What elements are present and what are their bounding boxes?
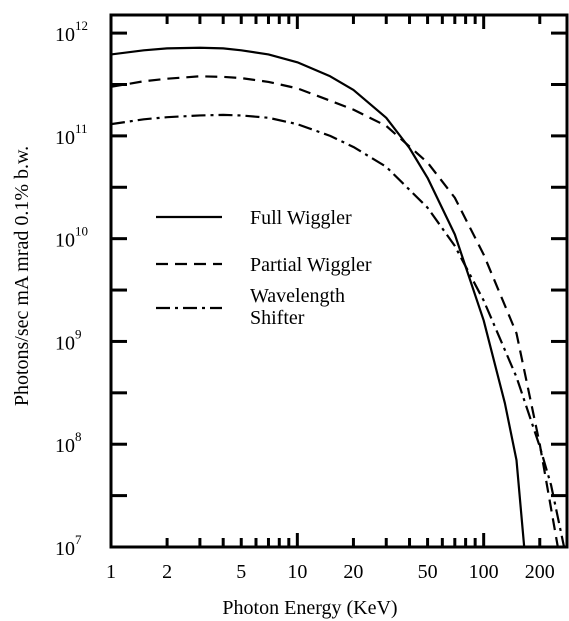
y-tick-labels: 107 108 109 1010 1011 1012 [55,18,88,560]
y-tick-label: 108 [55,429,82,457]
series-line-2 [111,75,559,547]
legend-label-1: Full Wiggler [250,207,352,229]
legend-label-2: Partial Wiggler [250,254,372,276]
y-tick-label: 107 [55,532,82,560]
x-tick-label: 2 [162,561,172,583]
x-tick-label: 200 [525,561,555,583]
x-tick-labels: 1 2 5 10 20 50 100 200 [106,561,555,583]
x-tick-label: 50 [418,561,438,583]
series-layer [111,46,566,547]
y-tick-label: 1011 [55,121,88,149]
x-tick-label: 1 [106,561,116,583]
plot-frame [109,13,569,549]
x-tick-label: 5 [236,561,246,583]
series-line-3 [111,113,566,547]
x-tick-label: 100 [469,561,499,583]
legend: Full Wiggler Partial Wiggler Wavelength Shi… [156,207,372,329]
series-line-1 [111,46,526,547]
axis-ticks [109,15,567,549]
x-axis-title: Photon Energy (KeV) [222,597,397,619]
y-axis-title: Photons/sec mA mrad 0.1% b.w. [11,146,33,406]
y-tick-label: 1010 [55,224,88,252]
x-tick-label: 20 [343,561,363,583]
x-tick-label: 10 [287,561,307,583]
y-tick-label: 1012 [55,18,88,46]
legend-label-3: Wavelength Shifter [250,285,345,329]
y-tick-label: 109 [55,326,82,354]
